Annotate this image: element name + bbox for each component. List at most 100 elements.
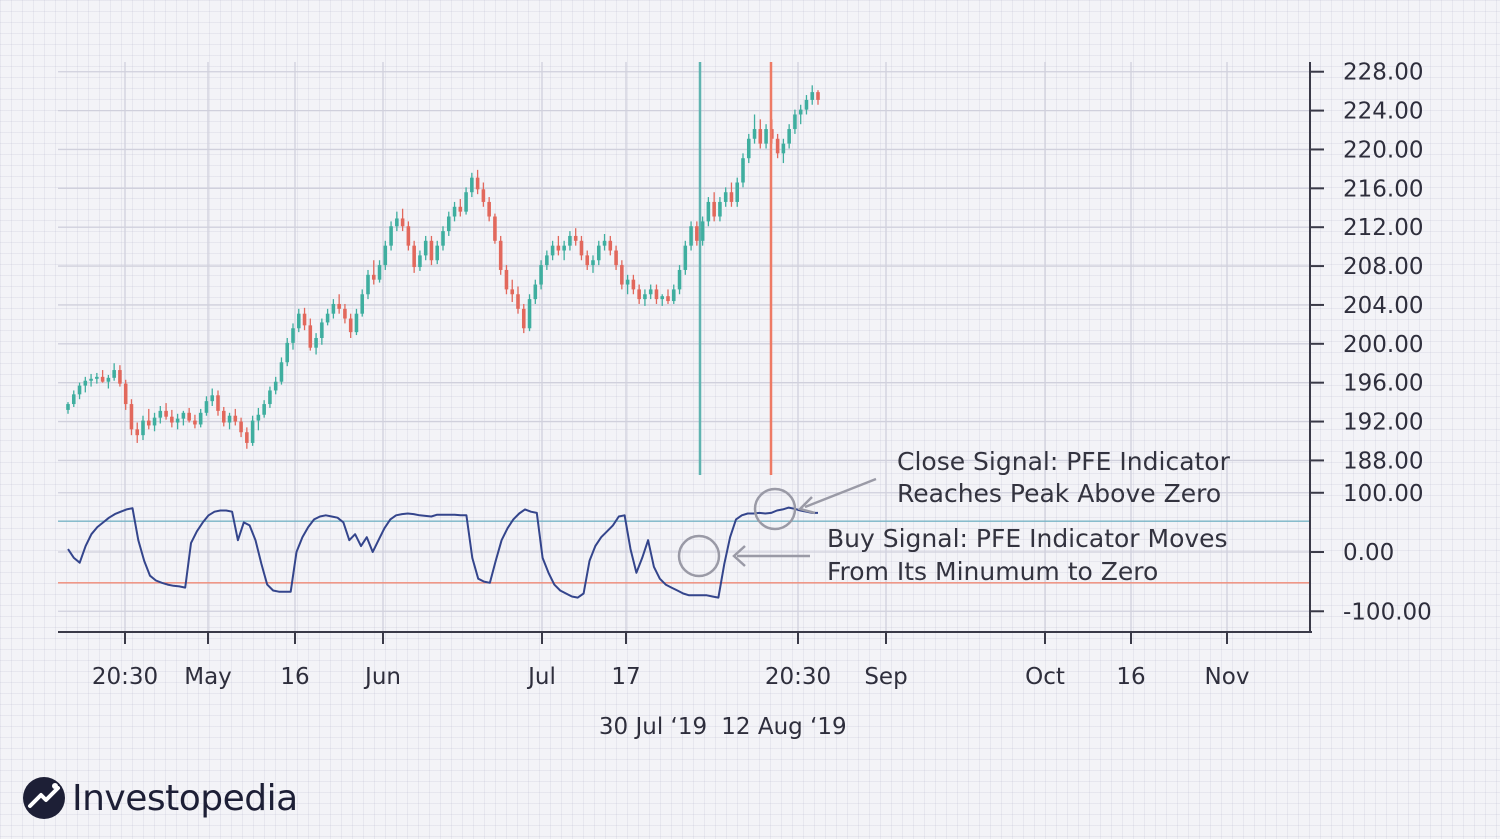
candle-body xyxy=(320,322,324,338)
candle-127 xyxy=(798,104,803,125)
candle-24 xyxy=(204,396,209,416)
candle-body xyxy=(227,415,232,423)
candle-body xyxy=(245,432,249,443)
candle-body xyxy=(689,226,693,246)
price-tick-0-label: 228.00 xyxy=(1343,60,1423,86)
buy-signal-arrowhead xyxy=(732,545,746,567)
candle-body xyxy=(366,274,370,295)
x-tick-label-3: Jun xyxy=(363,664,401,690)
candle-49 xyxy=(348,313,353,338)
candle-57 xyxy=(395,211,399,232)
candle-body xyxy=(123,383,128,405)
candle-body xyxy=(354,313,359,333)
candle-body xyxy=(285,342,290,363)
candle-28 xyxy=(227,412,232,430)
candle-body xyxy=(539,265,543,285)
candle-56 xyxy=(389,221,393,251)
candle-19 xyxy=(175,413,180,430)
candle-body xyxy=(216,395,220,411)
candle-body xyxy=(343,308,347,319)
candle-110 xyxy=(700,216,705,246)
x-tick-label-6: 20:30 xyxy=(765,664,831,690)
candle-body xyxy=(591,260,595,266)
candle-12 xyxy=(135,422,140,443)
candle-115 xyxy=(729,182,734,207)
candle-44 xyxy=(320,318,324,345)
candle-body xyxy=(504,269,509,290)
y-axis-ticks: 228.00 224.00 220.00 216.00 212.00 208.00 204.… xyxy=(1310,60,1432,625)
candle-body xyxy=(481,189,486,202)
candle-8 xyxy=(112,363,116,381)
candle-69 xyxy=(464,187,468,215)
candle-42 xyxy=(308,318,313,351)
candle-body xyxy=(170,416,174,423)
candle-118 xyxy=(746,133,751,164)
candle-62 xyxy=(423,235,428,261)
candle-body xyxy=(683,245,688,270)
candle-104 xyxy=(666,289,670,304)
candle-35 xyxy=(268,386,272,408)
candle-98 xyxy=(631,274,636,295)
x-tick-label-1: May xyxy=(184,664,232,690)
candle-92 xyxy=(596,240,601,266)
candle-121 xyxy=(764,124,768,149)
candle-48 xyxy=(343,303,347,324)
candle-82 xyxy=(539,260,543,290)
candle-90 xyxy=(585,250,590,270)
candle-105 xyxy=(671,284,676,304)
candle-31 xyxy=(245,427,249,449)
candle-89 xyxy=(579,235,584,261)
candle-108 xyxy=(689,221,693,251)
candle-body xyxy=(429,240,434,261)
candle-75 xyxy=(498,235,503,275)
candle-body xyxy=(671,289,676,302)
indicator-tick-2-label: -100.00 xyxy=(1343,599,1432,625)
candle-21 xyxy=(187,407,191,423)
candle-body xyxy=(625,279,630,285)
candle-119 xyxy=(752,114,757,144)
candle-81 xyxy=(533,279,538,304)
indicator-tick-0-label: 100.00 xyxy=(1343,481,1423,507)
candle-107 xyxy=(683,240,688,275)
candle-body xyxy=(193,420,197,425)
candle-88 xyxy=(573,228,578,246)
candle-body xyxy=(775,138,780,154)
candle-body xyxy=(804,99,809,110)
price-tick-6-label: 204.00 xyxy=(1343,293,1423,319)
candle-body xyxy=(181,412,186,419)
candle-body xyxy=(712,201,716,217)
horizontal-gridlines xyxy=(58,71,1310,612)
candle-body xyxy=(464,192,468,212)
candle-body xyxy=(816,92,820,100)
price-tick-2-label: 220.00 xyxy=(1343,137,1423,163)
candle-body xyxy=(475,177,480,190)
candle-body xyxy=(516,294,520,309)
candle-85 xyxy=(556,235,561,256)
price-tick-5-label: 208.00 xyxy=(1343,254,1423,280)
candle-59 xyxy=(406,221,411,251)
candle-71 xyxy=(475,169,480,195)
candle-body xyxy=(389,226,393,246)
candle-body xyxy=(89,378,93,381)
candle-body xyxy=(233,415,238,422)
candle-46 xyxy=(331,299,336,319)
candle-64 xyxy=(435,240,440,265)
candle-39 xyxy=(291,323,295,350)
candle-67 xyxy=(452,201,457,222)
candle-body xyxy=(325,313,330,323)
candle-58 xyxy=(400,208,405,232)
candle-body xyxy=(129,404,134,430)
candle-112 xyxy=(712,192,716,222)
candle-120 xyxy=(758,119,763,149)
candle-109 xyxy=(695,221,699,246)
candle-body xyxy=(146,420,151,426)
candle-60 xyxy=(412,240,416,273)
candle-126 xyxy=(793,109,797,134)
candle-4 xyxy=(89,373,93,387)
candle-43 xyxy=(314,333,318,355)
candle-body xyxy=(204,401,209,413)
x-tick-label-0: 20:30 xyxy=(92,664,158,690)
candle-40 xyxy=(296,308,301,333)
pfe-indicator-line xyxy=(67,506,818,599)
